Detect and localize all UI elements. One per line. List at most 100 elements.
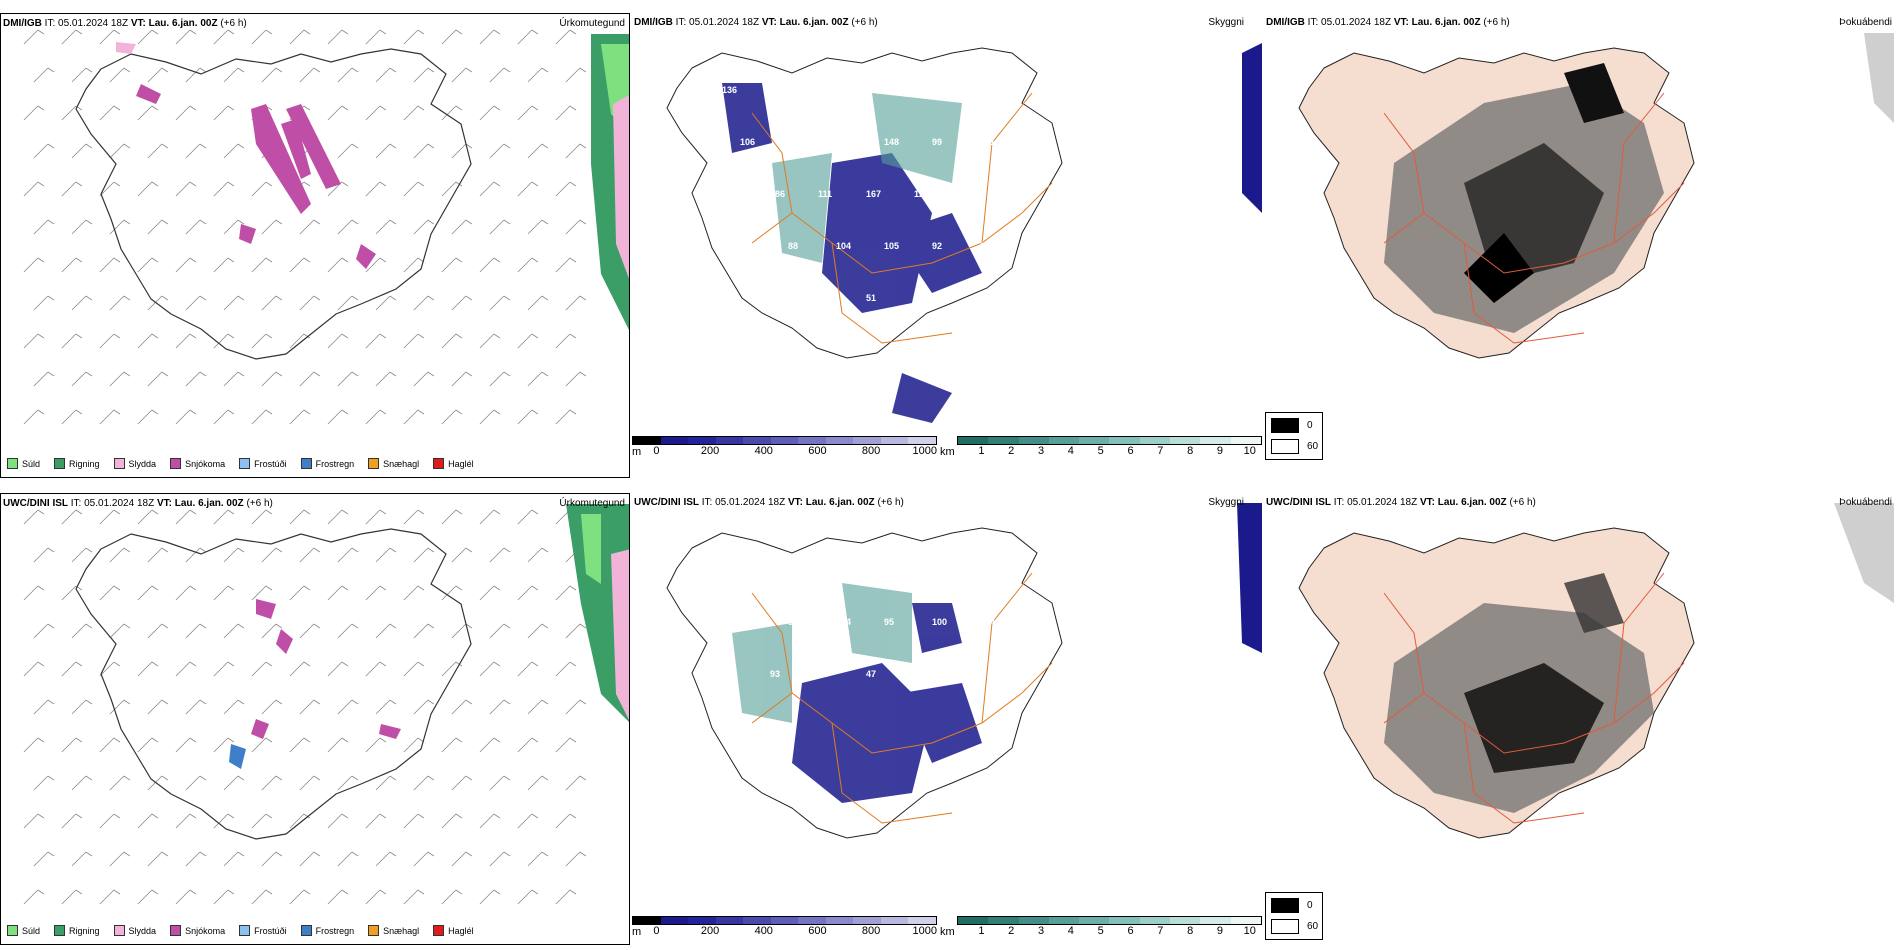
wind-barb — [71, 219, 93, 235]
wind-barb — [147, 67, 169, 83]
colorbar-cell — [1018, 917, 1049, 924]
wind-barb — [555, 257, 577, 273]
wind-barb — [403, 181, 425, 197]
wind-barb — [565, 371, 587, 387]
panel-header: DMI/IGB IT: 05.01.2024 18Z VT: Lau. 6.ja… — [1266, 17, 1510, 28]
cloud-base-value: 120 — [914, 189, 929, 199]
colorbar-cell — [988, 437, 1019, 444]
colorbar-cell — [1139, 437, 1171, 444]
wind-barb — [527, 295, 549, 311]
wind-barb — [261, 219, 283, 235]
wind-barb — [223, 775, 245, 791]
wind-barb — [289, 813, 311, 829]
colorbar-cell — [633, 437, 661, 444]
wind-barb — [109, 143, 131, 159]
wind-barb — [555, 889, 577, 905]
legend-label: Súld — [22, 458, 41, 469]
cloud-base-unit: m — [632, 446, 642, 458]
colorbar-tick: 9 — [1216, 445, 1224, 457]
wind-barb — [251, 257, 273, 273]
wind-barb — [375, 371, 397, 387]
wind-barb — [413, 143, 435, 159]
wind-barb — [479, 105, 501, 121]
legend-swatch — [239, 925, 251, 936]
wind-barb — [413, 851, 435, 867]
wind-barb — [99, 509, 121, 525]
wind-barb — [185, 219, 207, 235]
wind-barb — [517, 181, 539, 197]
wind-barb — [375, 219, 397, 235]
cloud-base-value: 97 — [914, 565, 924, 575]
wind-barb — [109, 371, 131, 387]
legend-swatch — [54, 458, 66, 469]
wind-barb — [403, 813, 425, 829]
wind-barb — [451, 295, 473, 311]
colorbar-cell — [1048, 917, 1080, 924]
legend-swatch — [433, 925, 445, 936]
fog-shading — [1384, 63, 1664, 333]
wind-barb — [213, 661, 235, 677]
colorbar-cell — [743, 917, 771, 924]
cloud-base-value: 51 — [866, 293, 876, 303]
snow-areas — [136, 84, 376, 269]
wind-barb — [185, 851, 207, 867]
legend-item: Frostúði — [239, 925, 287, 936]
wind-barb — [251, 889, 273, 905]
wind-barb — [99, 333, 121, 349]
wind-barb — [337, 371, 359, 387]
wind-barb — [375, 143, 397, 159]
wind-barb — [337, 775, 359, 791]
legend-item: Slydda — [113, 925, 156, 936]
wind-barb — [33, 851, 55, 867]
cloud-base-value: 134 — [836, 617, 851, 627]
cloud-base-value: 104 — [836, 241, 851, 251]
cloud-base-value: 131 — [980, 137, 995, 147]
wind-barb — [99, 661, 121, 677]
wind-barb — [517, 333, 539, 349]
visibility-colorbar: 1 2 3 4 5 6 7 8 9 10 — [957, 436, 1262, 457]
wind-barb — [147, 851, 169, 867]
wind-barb — [565, 143, 587, 159]
cloud-base-value: 286 — [770, 189, 785, 199]
wind-barb — [441, 29, 463, 45]
cloud-base-value: 90 — [788, 617, 798, 627]
wind-barb — [441, 333, 463, 349]
precip-type-panel-bottom: UWC/DINI ISL IT: 05.01.2024 18Z VT: Lau.… — [0, 493, 630, 945]
wind-barb — [299, 371, 321, 387]
wind-barb — [99, 29, 121, 45]
colorbar-tick: 7 — [1157, 925, 1164, 937]
colorbar-tick: 1 — [978, 925, 985, 937]
wind-barb — [175, 585, 197, 601]
wind-barb — [251, 181, 273, 197]
wind-barb — [137, 737, 159, 753]
wind-barb — [33, 67, 55, 83]
colorbar-tick: 10 — [1243, 445, 1256, 457]
wind-barb — [365, 737, 387, 753]
wind-barb — [489, 851, 511, 867]
colorbar-cell — [660, 917, 689, 924]
wind-barb — [109, 623, 131, 639]
wind-barb — [565, 699, 587, 715]
cloud-base-value: 99 — [932, 137, 942, 147]
panel-title: Þokuábendi — [1839, 17, 1892, 28]
wind-barb — [251, 409, 273, 425]
fog-legend: 0 60 — [1265, 892, 1323, 940]
roads — [1383, 92, 1685, 344]
wind-barb — [137, 333, 159, 349]
wind-barb — [489, 295, 511, 311]
cloud-base-value: 106 — [740, 137, 755, 147]
wind-barb — [451, 143, 473, 159]
cloud-base-value: 171 — [866, 565, 881, 575]
wind-barb — [33, 143, 55, 159]
colorbar-cell — [880, 437, 909, 444]
colorbar-tick: 800 — [861, 925, 881, 937]
cloud-base-value: 111 — [818, 189, 832, 199]
wind-barb — [451, 371, 473, 387]
cloud-base-labels: 156 123 108 171 97 99 92 90 134 95 100 104 80 93 94 47 9… — [722, 565, 995, 731]
wind-barb — [23, 737, 45, 753]
wind-barb — [137, 105, 159, 121]
roads — [751, 92, 1053, 344]
roads — [751, 572, 1053, 824]
panel-header: UWC/DINI ISL IT: 05.01.2024 18Z VT: Lau.… — [634, 497, 904, 508]
wind-barb — [327, 661, 349, 677]
